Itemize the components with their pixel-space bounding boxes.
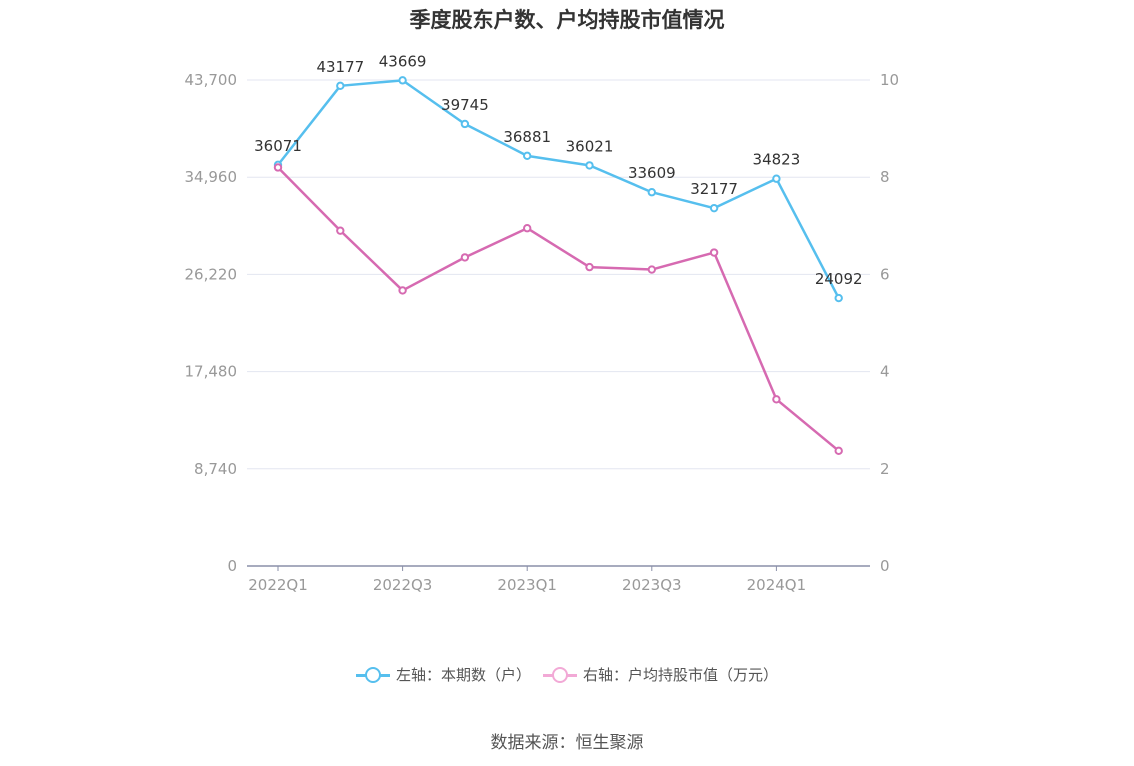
data-label: 43177	[316, 58, 364, 76]
line-chart: 0 8,740 17,480 26,220 34,960 43,700 0 2 4 6 8 10 202…	[185, 52, 900, 594]
right-axis-tick-label: 4	[880, 363, 890, 381]
data-label: 34823	[753, 151, 801, 169]
legend: 左轴：本期数（户） 右轴：户均持股市值（万元）	[0, 664, 1134, 685]
x-axis-tick-label: 2024Q1	[747, 576, 807, 594]
data-label: 32177	[690, 180, 738, 198]
series-line-right	[277, 166, 840, 452]
right-axis-tick-label: 0	[880, 557, 890, 575]
data-point-right	[398, 286, 407, 295]
left-axis-tick-label: 26,220	[185, 265, 238, 283]
data-labels: 36071 43177 43669 39745 36881 36021 33609 32177…	[254, 52, 862, 288]
data-point-right	[273, 163, 283, 172]
legend-label-right: 右轴：户均持股市值（万元）	[583, 666, 779, 684]
data-point-right	[772, 395, 781, 404]
right-axis-tick-label: 10	[880, 71, 899, 89]
legend-swatch-left-icon	[355, 666, 390, 683]
right-axis-tick-label: 8	[880, 168, 890, 186]
data-point-left	[585, 161, 594, 170]
data-label: 36881	[503, 128, 551, 146]
x-axis-tick-label: 2023Q1	[497, 576, 557, 594]
left-axis-tick-label: 0	[227, 557, 237, 575]
data-point-left	[647, 188, 656, 197]
data-label: 36021	[566, 137, 614, 155]
left-axis-tick-label: 8,740	[194, 460, 237, 478]
data-point-right	[834, 446, 843, 456]
data-point-left	[523, 151, 532, 161]
x-axis-tick-label: 2022Q3	[373, 576, 433, 594]
data-point-left	[834, 293, 843, 303]
chart-title: 季度股东户数、户均持股市值情况	[409, 8, 725, 32]
legend-item-right[interactable]: 右轴：户均持股市值（万元）	[543, 664, 778, 685]
data-point-left	[460, 119, 470, 129]
data-source: 数据来源：恒生聚源	[490, 733, 644, 753]
data-label: 24092	[815, 270, 863, 288]
right-axis-tick-label: 6	[880, 265, 890, 283]
right-axis-tick-label: 2	[880, 460, 890, 478]
data-point-left	[336, 81, 345, 91]
left-axis-tick-label: 43,700	[185, 71, 238, 89]
data-point-right	[523, 224, 532, 233]
data-point-right	[709, 248, 719, 257]
data-point-right	[336, 226, 345, 235]
x-axis-tick-label: 2023Q3	[622, 576, 682, 594]
data-point-left	[709, 203, 719, 213]
series	[273, 76, 843, 456]
data-point-left	[398, 76, 407, 85]
legend-item-left[interactable]: 左轴：本期数（户）	[355, 664, 531, 685]
legend-label-left: 左轴：本期数（户）	[395, 666, 531, 684]
legend-swatch-right-icon	[543, 666, 577, 683]
series-line-left	[277, 79, 840, 299]
data-point-right	[647, 265, 656, 274]
x-axis-tick-label: 2022Q1	[248, 576, 308, 594]
data-label: 39745	[441, 96, 489, 114]
data-point-left	[772, 174, 781, 183]
data-label: 43669	[379, 52, 427, 70]
grid-lines	[247, 79, 870, 470]
data-label: 33609	[628, 164, 676, 182]
left-axis-tick-label: 34,960	[185, 168, 238, 186]
data-label: 36071	[254, 137, 302, 155]
left-axis-tick-label: 17,480	[185, 363, 238, 381]
data-point-right	[585, 262, 594, 272]
axes: 0 8,740 17,480 26,220 34,960 43,700 0 2 4 6 8 10 202…	[185, 71, 900, 594]
data-point-right	[460, 253, 470, 262]
